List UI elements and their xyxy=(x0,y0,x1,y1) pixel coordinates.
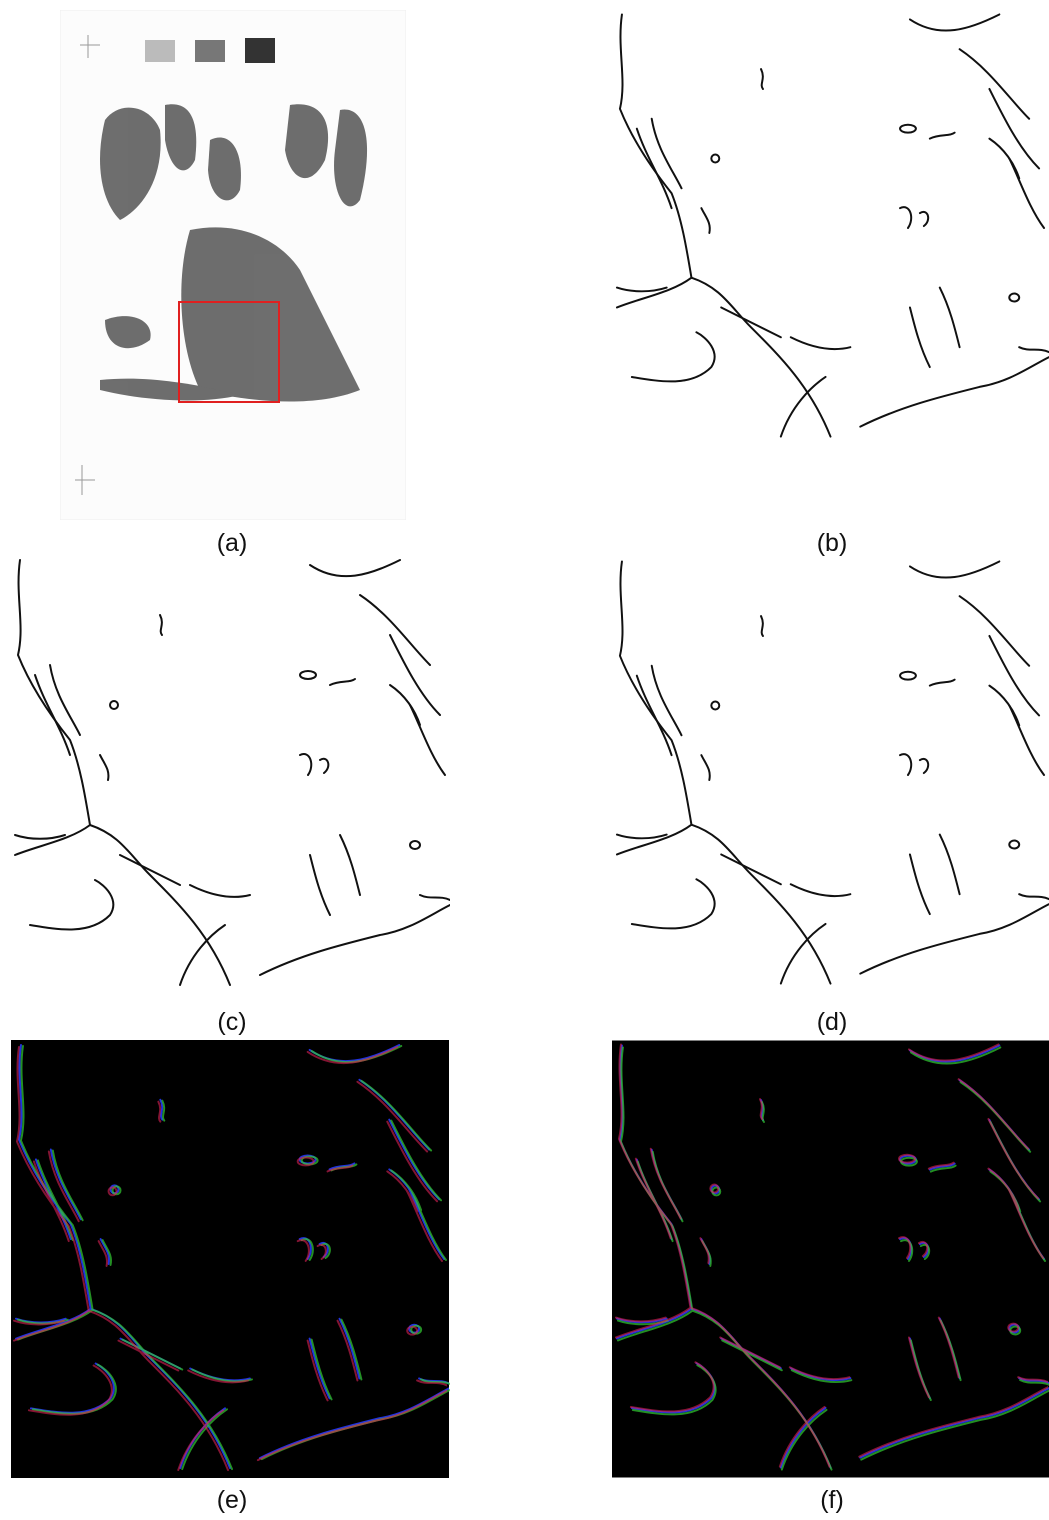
panel-image xyxy=(10,1040,450,1478)
panel-image xyxy=(612,555,1049,995)
panel-caption: (e) xyxy=(172,1485,292,1515)
panel-caption: (f) xyxy=(772,1485,892,1515)
panel-image xyxy=(612,1040,1049,1478)
panel-caption: (a) xyxy=(172,528,292,558)
panel-caption: (c) xyxy=(172,1007,292,1037)
panel-caption: (b) xyxy=(772,528,892,558)
panel-caption: (d) xyxy=(772,1007,892,1037)
panel-image xyxy=(612,8,1049,448)
figure-page: {"panels": [ {"label": "(a)"}, {"label":… xyxy=(0,0,1049,1520)
panel-image xyxy=(10,555,450,995)
panel-image xyxy=(60,10,406,520)
